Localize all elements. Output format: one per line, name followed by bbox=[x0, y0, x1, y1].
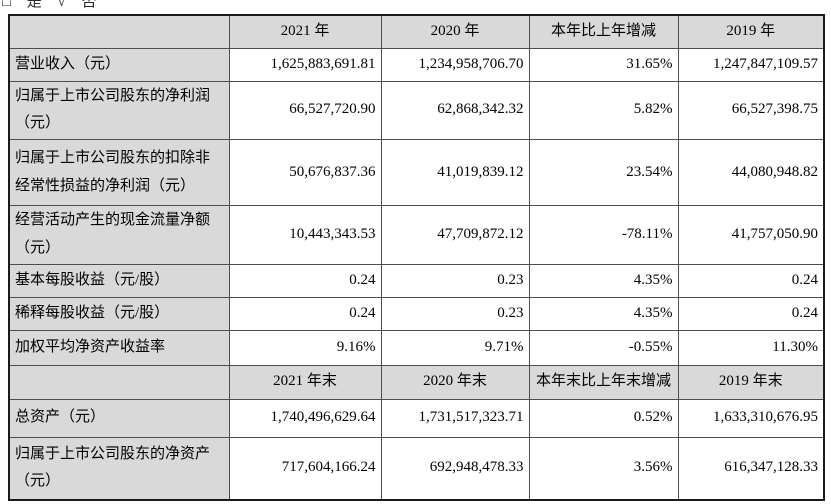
header-cell-yoy-change: 本年比上年增减 bbox=[528, 14, 679, 49]
table-row-diluted-eps: 稀释每股收益（元/股） 0.24 0.23 4.35% 0.24 bbox=[8, 296, 825, 331]
value-cell-2021: 9.16% bbox=[228, 329, 382, 366]
value-cell-change: -78.11% bbox=[528, 205, 679, 265]
value-cell-2021: 0.24 bbox=[228, 263, 382, 298]
value-cell-2021: 0.24 bbox=[228, 296, 382, 331]
value-cell-change: 0.52% bbox=[528, 398, 679, 438]
value-cell-2019: 1,633,310,676.95 bbox=[677, 398, 825, 438]
value-cell-2020: 62,868,342.32 bbox=[380, 80, 530, 140]
row-label-cell: 经营活动产生的现金流量净额（元） bbox=[8, 205, 230, 265]
value-cell-2020: 0.23 bbox=[380, 296, 530, 331]
table-row-net-assets: 归属于上市公司股东的净资产（元） 717,604,166.24 692,948,… bbox=[8, 436, 825, 501]
clipped-top-text: □ 是 √ 否 bbox=[2, 0, 103, 9]
table-row-total-assets: 总资产（元） 1,740,496,629.64 1,731,517,323.71… bbox=[8, 398, 825, 438]
header-cell-2021-end: 2021 年末 bbox=[228, 364, 382, 400]
header-cell-blank bbox=[8, 14, 230, 49]
value-cell-change: 3.56% bbox=[528, 436, 679, 501]
row-label-cell: 稀释每股收益（元/股） bbox=[8, 296, 230, 331]
value-cell-2019: 616,347,128.33 bbox=[677, 436, 825, 501]
value-cell-2021: 1,625,883,691.81 bbox=[228, 47, 382, 82]
value-cell-2020: 692,948,478.33 bbox=[380, 436, 530, 501]
value-cell-change: 4.35% bbox=[528, 296, 679, 331]
table-row-revenue: 营业收入（元） 1,625,883,691.81 1,234,958,706.7… bbox=[8, 47, 825, 82]
value-cell-change: 23.54% bbox=[528, 139, 679, 206]
value-cell-2021: 50,676,837.36 bbox=[228, 139, 382, 206]
table-row-net-profit-excl-nonrecurring: 归属于上市公司股东的扣除非经常性损益的净利润（元） 50,676,837.36 … bbox=[8, 139, 825, 206]
header-row-year-end: 2021 年末 2020 年末 本年末比上年末增减 2019 年末 bbox=[8, 364, 825, 400]
value-cell-change: 31.65% bbox=[528, 47, 679, 82]
value-cell-2021: 10,443,343.53 bbox=[228, 205, 382, 265]
clipped-top-text-content: □ 是 √ 否 bbox=[2, 0, 103, 9]
header-cell-2019-end: 2019 年末 bbox=[677, 364, 825, 400]
value-cell-2019: 41,757,050.90 bbox=[677, 205, 825, 265]
value-cell-2019: 66,527,398.75 bbox=[677, 80, 825, 140]
row-label-cell: 归属于上市公司股东的净利润（元） bbox=[8, 80, 230, 140]
value-cell-2019: 44,080,948.82 bbox=[677, 139, 825, 206]
row-label-cell: 总资产（元） bbox=[8, 398, 230, 438]
value-cell-2020: 9.71% bbox=[380, 329, 530, 366]
value-cell-2021: 1,740,496,629.64 bbox=[228, 398, 382, 438]
value-cell-2020: 47,709,872.12 bbox=[380, 205, 530, 265]
value-cell-2020: 0.23 bbox=[380, 263, 530, 298]
header-cell-2019: 2019 年 bbox=[677, 14, 825, 49]
financial-summary-table: 2021 年 2020 年 本年比上年增减 2019 年 营业收入（元） 1,6… bbox=[8, 14, 825, 501]
header-cell-blank bbox=[8, 364, 230, 400]
value-cell-change: 5.82% bbox=[528, 80, 679, 140]
value-cell-change: 4.35% bbox=[528, 263, 679, 298]
value-cell-2019: 0.24 bbox=[677, 263, 825, 298]
header-cell-2020-end: 2020 年末 bbox=[380, 364, 530, 400]
value-cell-2021: 66,527,720.90 bbox=[228, 80, 382, 140]
value-cell-2021: 717,604,166.24 bbox=[228, 436, 382, 501]
row-label-cell: 加权平均净资产收益率 bbox=[8, 329, 230, 366]
header-row-annual: 2021 年 2020 年 本年比上年增减 2019 年 bbox=[8, 14, 825, 49]
value-cell-2019: 1,247,847,109.57 bbox=[677, 47, 825, 82]
table-row-net-profit: 归属于上市公司股东的净利润（元） 66,527,720.90 62,868,34… bbox=[8, 80, 825, 140]
row-label-cell: 营业收入（元） bbox=[8, 47, 230, 82]
value-cell-2019: 11.30% bbox=[677, 329, 825, 366]
value-cell-2020: 41,019,839.12 bbox=[380, 139, 530, 206]
table-row-basic-eps: 基本每股收益（元/股） 0.24 0.23 4.35% 0.24 bbox=[8, 263, 825, 298]
value-cell-2020: 1,234,958,706.70 bbox=[380, 47, 530, 82]
value-cell-2019: 0.24 bbox=[677, 296, 825, 331]
value-cell-change: -0.55% bbox=[528, 329, 679, 366]
row-label-cell: 归属于上市公司股东的扣除非经常性损益的净利润（元） bbox=[8, 139, 230, 206]
table-row-operating-cash-flow: 经营活动产生的现金流量净额（元） 10,443,343.53 47,709,87… bbox=[8, 205, 825, 265]
header-cell-year-end-change: 本年末比上年末增减 bbox=[528, 364, 679, 400]
row-label-cell: 基本每股收益（元/股） bbox=[8, 263, 230, 298]
row-label-cell: 归属于上市公司股东的净资产（元） bbox=[8, 436, 230, 501]
value-cell-2020: 1,731,517,323.71 bbox=[380, 398, 530, 438]
header-cell-2021: 2021 年 bbox=[228, 14, 382, 49]
header-cell-2020: 2020 年 bbox=[380, 14, 530, 49]
table-row-weighted-avg-roe: 加权平均净资产收益率 9.16% 9.71% -0.55% 11.30% bbox=[8, 329, 825, 366]
